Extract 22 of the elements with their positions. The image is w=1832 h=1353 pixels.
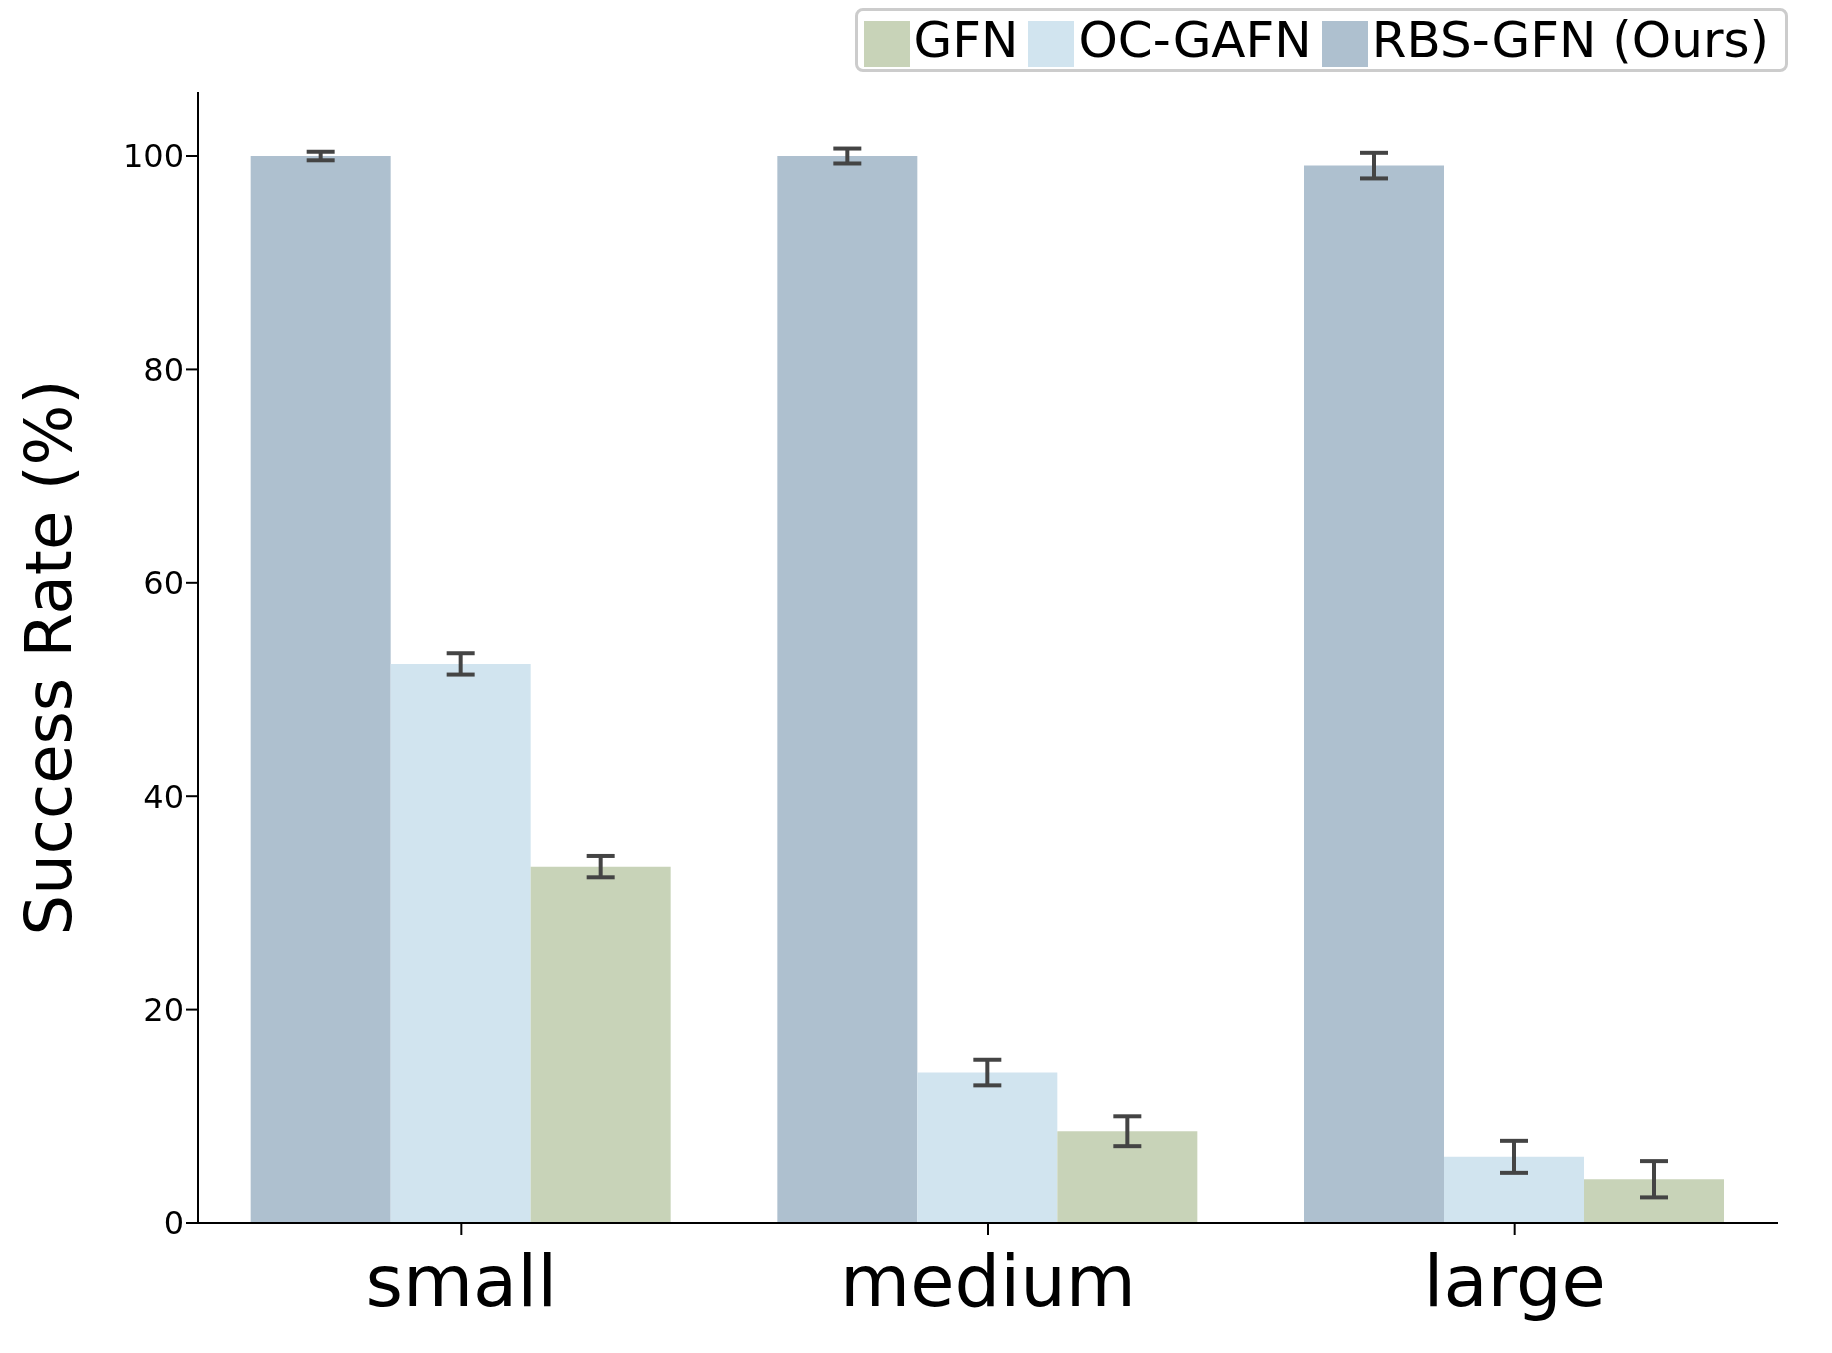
y-tick-label: 60 — [143, 564, 184, 603]
y-tick-label: 80 — [143, 350, 184, 389]
x-tick-label: medium — [840, 1239, 1136, 1324]
bar — [1584, 1179, 1724, 1223]
legend-label: GFN — [913, 11, 1019, 69]
bar — [777, 156, 918, 1223]
bar — [1304, 165, 1444, 1223]
bar — [917, 1072, 1058, 1223]
bar — [530, 866, 671, 1223]
x-tick-label: small — [365, 1239, 558, 1324]
bar — [1057, 1131, 1198, 1223]
y-tick-label: 0 — [163, 1204, 184, 1243]
y-axis-title: Success Rate (%) — [11, 379, 86, 936]
legend-label: OC-GAFN — [1078, 11, 1312, 69]
bar — [1444, 1156, 1584, 1223]
bar — [390, 663, 531, 1223]
y-tick-label: 40 — [143, 777, 184, 816]
y-tick-label: 100 — [122, 137, 184, 176]
legend-label: RBS-GFN (Ours) — [1371, 11, 1769, 69]
y-tick-label: 20 — [143, 990, 184, 1029]
bar — [250, 156, 391, 1223]
x-tick-label: large — [1423, 1239, 1606, 1324]
